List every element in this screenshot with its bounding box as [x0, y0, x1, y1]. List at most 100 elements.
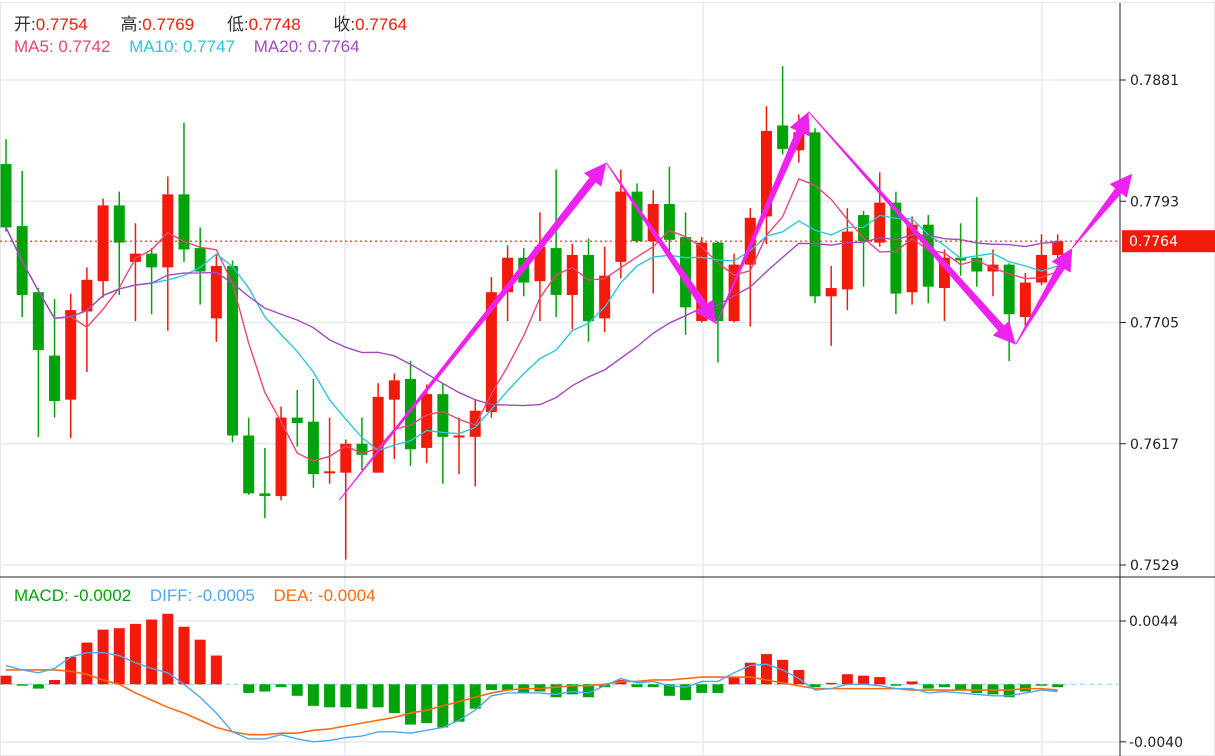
macd-bar — [793, 669, 805, 685]
macd-axis-tick-label: 0.0044 — [1129, 614, 1178, 630]
candle-body — [890, 202, 902, 294]
macd-bar — [906, 681, 918, 685]
macd-bar — [760, 654, 772, 685]
trend-arrow-annotation — [605, 162, 717, 324]
candle-body — [971, 257, 983, 272]
macd-bar — [405, 684, 416, 725]
candle — [663, 166, 675, 253]
macd-bar — [453, 684, 465, 722]
candle — [49, 299, 61, 418]
macd-bar — [809, 684, 821, 688]
candle — [259, 447, 271, 519]
macd-bar — [696, 684, 708, 693]
candle — [550, 169, 562, 317]
macd-bar — [194, 639, 206, 685]
candle-body — [291, 417, 303, 424]
candle-body — [777, 125, 789, 149]
candle — [955, 223, 967, 276]
macd-bar — [129, 623, 141, 685]
candle — [0, 139, 12, 232]
candle — [825, 266, 837, 346]
candle-body — [194, 248, 206, 272]
candle — [146, 248, 158, 315]
candle-body — [210, 266, 222, 319]
candle-body — [437, 394, 449, 437]
candle — [582, 238, 594, 342]
candle — [65, 293, 77, 439]
macd-bar — [421, 684, 433, 724]
macd-bar — [1052, 684, 1064, 688]
macd-bar — [146, 619, 158, 685]
candle — [809, 128, 821, 304]
macd-bar — [16, 684, 28, 686]
y-axis-tick-label: 0.7793 — [1130, 194, 1179, 210]
candle-body — [227, 266, 239, 436]
macd-bar — [162, 613, 174, 685]
macd-bar — [178, 626, 190, 685]
candle-body — [566, 254, 578, 295]
candle — [227, 260, 239, 443]
candle-body — [696, 242, 708, 322]
candle-body — [760, 130, 772, 217]
trend-arrow-annotation — [715, 111, 810, 325]
macd-bar — [32, 684, 44, 689]
candle-body — [631, 191, 643, 242]
macd-axis-tick-label: -0.0040 — [1129, 735, 1183, 751]
candle — [97, 198, 109, 298]
candle-body — [1019, 282, 1031, 317]
macd-bar — [825, 682, 837, 685]
trend-arrow-annotation — [1071, 173, 1133, 249]
candle-body — [712, 242, 724, 322]
candle-body — [162, 194, 174, 268]
macd-bar — [890, 684, 902, 686]
macd-legend: MACD: -0.0002 DIFF: -0.0005 DEA: -0.0004 — [14, 586, 390, 606]
candle-body — [421, 394, 433, 448]
trend-arrow-annotation — [1015, 248, 1073, 345]
macd-bar — [1036, 684, 1048, 686]
high-label: 高: — [120, 15, 143, 34]
dea-line — [6, 669, 1058, 736]
macd-bar — [680, 684, 692, 701]
macd-bar — [550, 684, 562, 698]
candle — [16, 170, 28, 317]
macd-bar — [971, 684, 983, 693]
y-axis-tick-label: 0.7705 — [1130, 316, 1179, 332]
candle-body — [874, 202, 886, 243]
candle-body — [1036, 254, 1048, 283]
candle-body — [81, 279, 93, 312]
candle-body — [615, 191, 627, 262]
macd-bar — [777, 659, 789, 685]
candle — [291, 390, 303, 447]
candle-body — [259, 493, 271, 497]
candle — [971, 197, 983, 287]
candle-body — [275, 417, 287, 497]
macd-bar — [372, 684, 384, 708]
ohlc-legend: 开:0.7754 高:0.7769 低:0.7748 收:0.7764 — [14, 10, 435, 35]
candle-body — [340, 443, 352, 473]
candle — [744, 208, 756, 327]
ma20-line — [5, 227, 1058, 407]
candle-body — [113, 205, 125, 243]
candle — [777, 66, 789, 155]
macd-bar — [243, 684, 255, 693]
macd-bar — [858, 675, 870, 685]
macd-bar — [566, 684, 578, 695]
dea-legend-value: DEA: -0.0004 — [273, 586, 376, 605]
candle-body — [49, 355, 61, 402]
candle-body — [307, 421, 319, 475]
candle-body — [906, 224, 918, 293]
candle-body — [146, 253, 158, 268]
ma10-legend: MA10: 0.7747 — [129, 37, 235, 56]
candle-body — [680, 237, 692, 308]
ma-legend: MA5: 0.7742 MA10: 0.7747 MA20: 0.7764 — [14, 37, 374, 57]
candle — [1019, 272, 1031, 327]
high-value: 0.7769 — [142, 15, 195, 34]
candle — [841, 208, 853, 311]
candle-body — [922, 224, 934, 287]
candle — [485, 277, 497, 418]
macd-bar — [97, 629, 109, 685]
macd-bar — [324, 684, 336, 708]
macd-bar — [291, 684, 303, 696]
